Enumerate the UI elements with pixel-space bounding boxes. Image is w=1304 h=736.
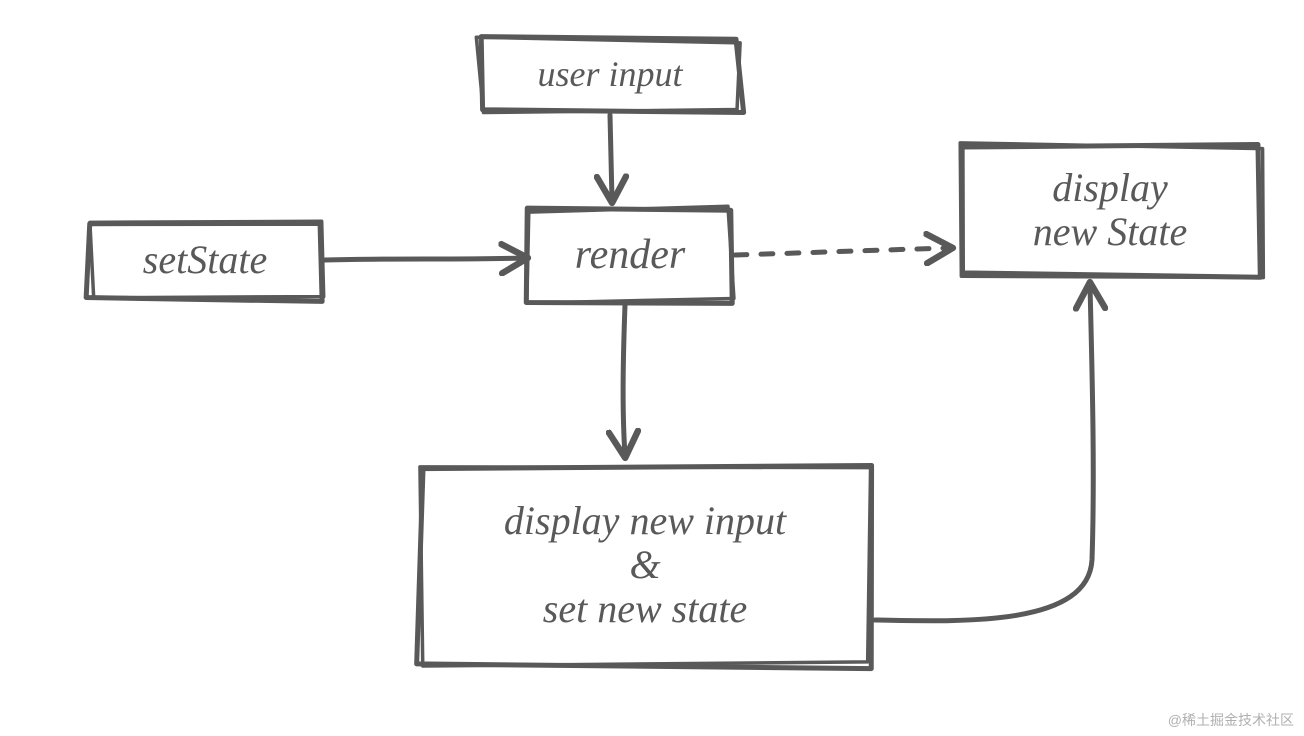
edge-set_state_to_render (325, 258, 525, 260)
node-label: setState (143, 238, 267, 282)
node-label: display new input & set new state (504, 499, 786, 631)
node-display-input-set-state: display new input & set new state (420, 465, 870, 665)
node-render: render (530, 210, 730, 300)
edge-render_to_display_new_state (735, 248, 950, 255)
node-set-state: setState (90, 220, 320, 300)
node-user-input: user input (480, 40, 740, 110)
node-label: render (575, 232, 685, 278)
edge-user_input_to_render (610, 115, 612, 200)
node-display-new-state: display new State (960, 145, 1260, 275)
diagram-canvas: user input setState render display new S… (0, 0, 1304, 736)
node-label: user input (537, 55, 682, 95)
node-label: display new State (1033, 166, 1187, 254)
edge-render_to_display_input (623, 305, 625, 455)
edge-display_input_to_display_new_state (875, 285, 1093, 621)
watermark-text: @稀土掘金技术社区 (1168, 710, 1294, 730)
